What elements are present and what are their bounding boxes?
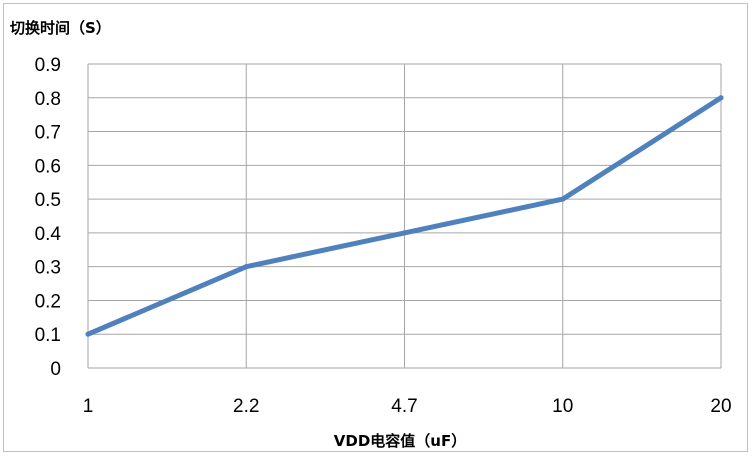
y-tick-label: 0.6 <box>35 156 61 177</box>
grid <box>87 63 722 369</box>
x-tick-label: 4.7 <box>391 396 417 417</box>
data-point <box>85 331 91 337</box>
chart-frame <box>3 3 748 452</box>
x-tick-label: 20 <box>710 396 731 417</box>
y-axis-title: 切换时间（S） <box>10 19 111 37</box>
y-tick-label: 0.8 <box>35 89 61 110</box>
x-axis-ticks: 1 2.2 4.7 10 20 <box>83 396 732 417</box>
x-axis-title: VDD电容值（uF） <box>334 432 466 450</box>
series-layer <box>85 95 724 337</box>
y-tick-label: 0.2 <box>35 291 61 312</box>
y-axis-ticks: 0 0.1 0.2 0.3 0.4 0.5 0.6 0.7 0.8 0.9 <box>35 55 62 380</box>
data-point <box>718 95 724 101</box>
data-point <box>243 264 249 270</box>
y-tick-label: 0 <box>50 359 61 380</box>
y-tick-label: 0.1 <box>35 325 61 346</box>
data-point <box>402 230 407 236</box>
x-tick-label: 1 <box>83 396 94 417</box>
data-point <box>560 196 566 202</box>
y-tick-label: 0.9 <box>35 55 61 76</box>
y-tick-label: 0.7 <box>35 123 61 144</box>
y-tick-label: 0.4 <box>35 224 62 245</box>
x-tick-label: 2.2 <box>233 396 259 417</box>
y-tick-label: 0.3 <box>35 258 61 279</box>
x-tick-label: 10 <box>552 396 573 417</box>
y-tick-label: 0.5 <box>35 190 61 211</box>
